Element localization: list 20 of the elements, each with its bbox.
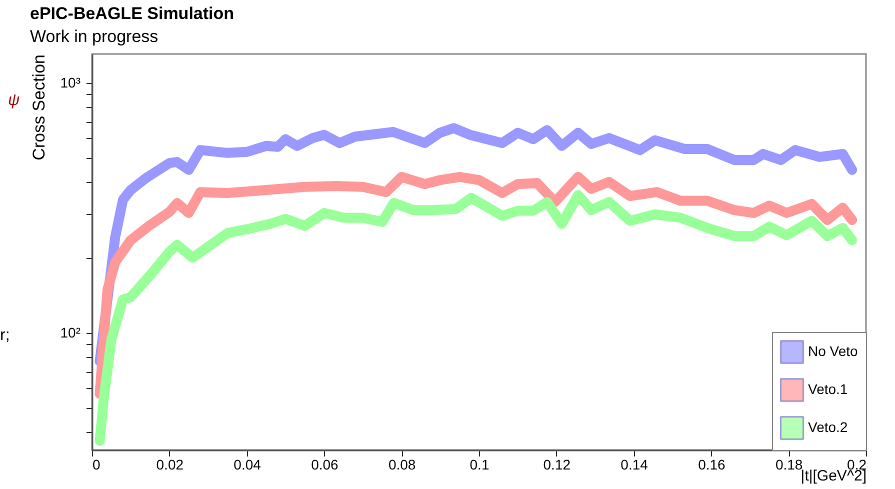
x-tick-label: 0	[92, 456, 100, 472]
legend-label: No Veto	[808, 343, 858, 359]
x-tick-label: 0.14	[620, 456, 648, 472]
y-axis-title: Cross Section	[29, 54, 48, 160]
x-tick-label: 0.04	[234, 456, 262, 472]
text: r;	[0, 327, 10, 344]
x-tick-label: 0.18	[775, 456, 803, 472]
x-tick-label: 0.06	[311, 456, 339, 472]
x-tick-label: 0.02	[156, 456, 184, 472]
x-tick-label: 0.12	[543, 456, 571, 472]
x-tick-label: 0.1	[470, 456, 490, 472]
chart-title: ePIC-BeAGLE Simulation	[30, 4, 234, 23]
legend-label: Veto.2	[808, 419, 848, 435]
x-tick-label: 0.16	[698, 456, 726, 472]
text: ψ	[8, 92, 20, 109]
y-tick-label: 10³	[60, 74, 81, 90]
y-tick-label: 10²	[60, 324, 81, 340]
x-tick-label: 0.08	[388, 456, 416, 472]
legend-label: Veto.1	[808, 381, 848, 397]
chart-subtitle: Work in progress	[30, 27, 158, 46]
